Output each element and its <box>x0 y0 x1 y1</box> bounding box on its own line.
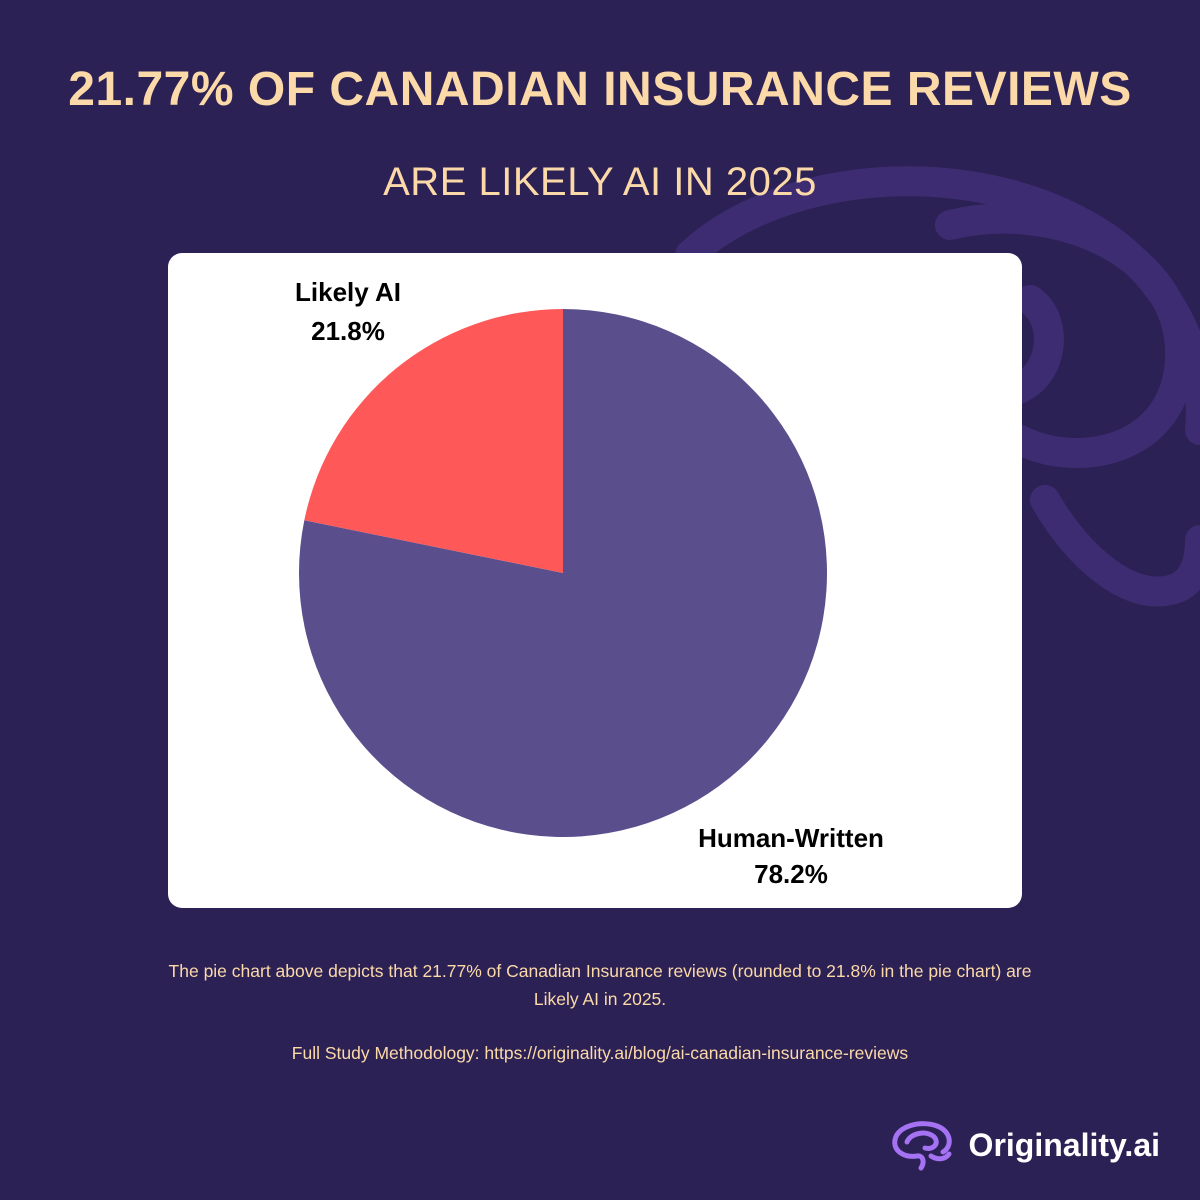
page-title: 21.77% OF CANADIAN INSURANCE REVIEWS <box>68 63 1132 116</box>
page-subtitle: ARE LIKELY AI IN 2025 <box>383 160 817 204</box>
slice-label-human-written: Human-Written <box>698 823 884 853</box>
brand-name: Originality.ai <box>968 1126 1160 1163</box>
brand-logo: Originality.ai <box>887 1118 1160 1172</box>
methodology-link-text: Full Study Methodology: https://original… <box>291 1043 909 1063</box>
pie-slice-likely-ai <box>304 309 563 573</box>
slice-label-likely-ai: Likely AI <box>295 277 401 307</box>
slice-value-human-written: 78.2% <box>754 859 828 889</box>
chart-caption: The pie chart above depicts that 21.77% … <box>168 961 1032 1009</box>
slice-value-likely-ai: 21.8% <box>311 316 385 346</box>
pie-chart: Human-Written 78.2% Likely AI 21.8% <box>295 277 884 889</box>
pie-slice-human-written <box>299 309 827 838</box>
brain-logo-icon <box>891 1121 952 1171</box>
chart-card: Human-Written 78.2% Likely AI 21.8% <box>168 253 1022 908</box>
